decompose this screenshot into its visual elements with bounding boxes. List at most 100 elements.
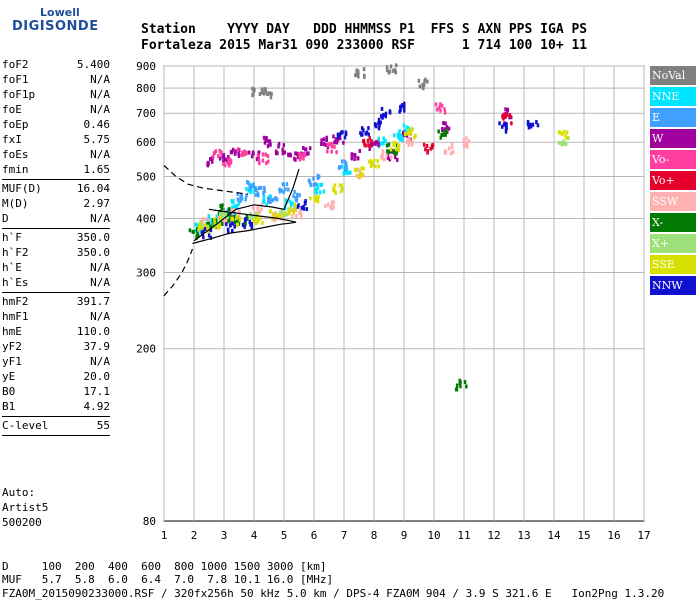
- param-row: hmF2 391.7: [2, 295, 110, 310]
- echo-point: [322, 189, 326, 194]
- echo-point: [366, 138, 370, 143]
- echo-point: [465, 136, 468, 141]
- echo-point: [374, 124, 378, 129]
- echo-point: [403, 128, 406, 133]
- y-tick-label: 200: [136, 343, 156, 356]
- echo-point: [237, 214, 241, 219]
- echo-point: [292, 194, 295, 199]
- echo-point: [333, 144, 336, 149]
- echo-point: [269, 95, 273, 100]
- echo-point: [330, 142, 334, 147]
- separator: [2, 435, 110, 436]
- echo-point: [344, 164, 347, 169]
- echo-point: [350, 156, 353, 161]
- echo-point: [240, 150, 244, 155]
- legend-item-noval: NoVal: [650, 66, 696, 85]
- echo-point: [285, 212, 289, 217]
- echo-point: [322, 142, 326, 147]
- echo-point: [255, 219, 259, 224]
- echo-point: [389, 155, 393, 160]
- param-row: foE N/A: [2, 103, 110, 118]
- echo-point: [368, 136, 372, 141]
- legend-item-x-: X+: [650, 234, 696, 253]
- echo-point: [268, 139, 272, 144]
- echo-point: [463, 380, 467, 385]
- echo-point: [362, 139, 365, 144]
- echo-point: [502, 116, 505, 121]
- echo-point: [384, 114, 388, 119]
- echo-point: [402, 123, 406, 128]
- echo-point: [369, 143, 372, 148]
- echo-point: [354, 73, 357, 78]
- x-tick-label: 17: [637, 529, 650, 542]
- echo-point: [399, 107, 402, 112]
- param-value: 0.46: [83, 118, 111, 131]
- echo-point: [199, 219, 202, 224]
- echo-point: [289, 203, 293, 208]
- echo-point: [294, 157, 297, 162]
- echo-point: [407, 126, 410, 131]
- echo-point: [271, 212, 275, 217]
- echo-point: [248, 220, 252, 225]
- echo-point: [320, 141, 323, 146]
- param-row: foF1 N/A: [2, 73, 110, 88]
- echo-point: [262, 135, 266, 140]
- echo-point: [254, 192, 258, 197]
- echo-point: [231, 221, 235, 226]
- echo-point: [338, 183, 342, 188]
- echo-point: [355, 173, 359, 178]
- legend-item-x-: X-: [650, 213, 696, 232]
- echo-point: [304, 147, 308, 152]
- echo-point: [262, 199, 265, 204]
- echo-point: [373, 122, 377, 127]
- echo-point: [227, 219, 230, 224]
- echo-point: [467, 139, 471, 144]
- echo-point: [526, 122, 530, 127]
- echo-point: [316, 183, 319, 188]
- echo-point: [397, 147, 401, 152]
- echo-point: [222, 212, 225, 217]
- echo-point: [355, 68, 358, 73]
- echo-point: [222, 159, 225, 164]
- echo-point: [369, 164, 373, 169]
- echo-point: [387, 149, 391, 154]
- echo-point: [197, 225, 201, 230]
- echo-point: [314, 182, 317, 187]
- echo-point: [378, 142, 382, 147]
- echo-point: [275, 197, 279, 202]
- echo-point: [438, 105, 441, 110]
- param-value: 350.0: [76, 246, 110, 259]
- echo-point: [300, 205, 304, 210]
- echo-point: [407, 142, 411, 147]
- echo-point: [336, 134, 340, 139]
- echo-point: [241, 222, 245, 227]
- echo-point: [210, 221, 213, 226]
- x-tick-label: 5: [281, 529, 288, 542]
- echo-point: [502, 113, 505, 118]
- echo-point: [230, 221, 233, 226]
- echo-point: [287, 152, 290, 157]
- echo-point: [228, 163, 231, 168]
- echo-point: [357, 174, 361, 179]
- echo-point: [326, 143, 329, 148]
- echo-point: [564, 134, 567, 139]
- echo-point: [278, 210, 282, 215]
- echo-point: [430, 143, 434, 148]
- echo-point: [333, 183, 337, 188]
- separator: [2, 292, 110, 293]
- echo-point: [244, 197, 247, 202]
- echo-point: [244, 221, 247, 226]
- echo-point: [269, 195, 272, 200]
- echo-point: [324, 142, 328, 147]
- logo-lowell-text: Lowell: [40, 6, 80, 19]
- echo-point: [231, 228, 234, 233]
- echo-point: [250, 184, 253, 189]
- echo-point: [237, 151, 240, 156]
- param-label: B1: [2, 400, 16, 413]
- echo-point: [316, 199, 320, 204]
- echo-point: [399, 105, 402, 110]
- param-row: foF2 5.400: [2, 58, 110, 73]
- echo-point: [218, 211, 222, 216]
- echo-point: [316, 175, 320, 180]
- echo-point: [295, 214, 298, 219]
